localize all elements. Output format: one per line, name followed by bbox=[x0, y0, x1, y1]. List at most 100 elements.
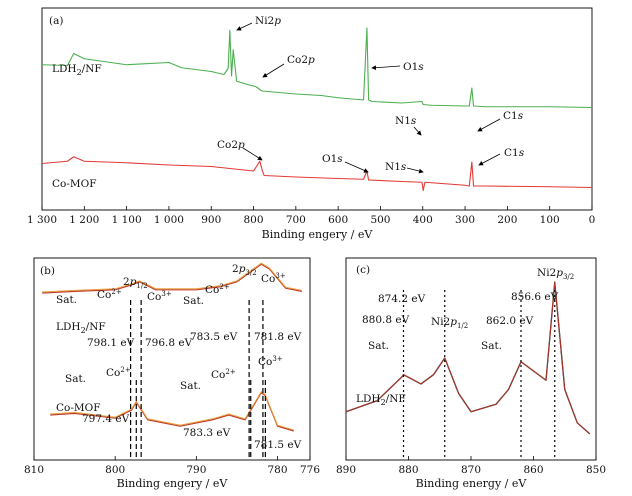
panel-c-annotations: Ni2p3/2 874.2 eV 856.6 eV 880.8 eV Ni2p1… bbox=[356, 267, 574, 407]
panel-b-frame bbox=[33, 257, 311, 461]
panel-a-tick-label-11: 200 bbox=[497, 214, 517, 226]
sat-label-b4: Sat. bbox=[180, 380, 201, 392]
comof-label-b: Co-MOF bbox=[56, 402, 101, 414]
panel-b-tick-label-1: 800 bbox=[105, 464, 125, 476]
panel-c-tick-label-2: 870 bbox=[461, 464, 481, 476]
panel-b-tick-label-0: 810 bbox=[24, 464, 44, 476]
n1s-label-a: N1s bbox=[395, 115, 417, 127]
peak-781-8: 781.8 eV bbox=[254, 331, 302, 343]
panel-a-series-1 bbox=[41, 156, 593, 192]
label-comof-a: Co-MOF bbox=[52, 178, 97, 190]
o1s-arrow-b bbox=[344, 161, 369, 173]
panel-a-tick-label-6: 700 bbox=[286, 214, 306, 226]
panel-b-series-1 bbox=[50, 392, 294, 432]
panel-a-tick-label-8: 500 bbox=[370, 214, 390, 226]
panel-b-peaklines bbox=[130, 300, 266, 458]
ni2p-label: Ni2p bbox=[255, 15, 281, 27]
co2p-arrow-a bbox=[262, 63, 285, 78]
co2plus-b1: Co2+ bbox=[97, 288, 122, 301]
panel-c: (c) 890 880 870 860 850 Binding energy / eV … bbox=[336, 257, 606, 490]
sat-label-c2: Sat. bbox=[481, 340, 502, 352]
c1s-label-a: C1s bbox=[503, 110, 524, 122]
o1s-arrow-a bbox=[371, 65, 401, 71]
label-ldh-a: LDH2/NF bbox=[52, 63, 102, 77]
peak-796-8: 796.8 eV bbox=[145, 337, 193, 349]
co2p-label-a: Co2p bbox=[287, 54, 315, 66]
panel-b-envelope-0 bbox=[42, 262, 302, 293]
co3plus-b3: Co3+ bbox=[258, 355, 283, 368]
panel-a-annotations: LDH2/NF Ni2p Co2p O1s N1s C1s Co-MOF Co2… bbox=[52, 15, 525, 190]
sat-label-b3: Sat. bbox=[65, 373, 86, 385]
panel-a-tick-label-2: 1 100 bbox=[112, 214, 142, 226]
co2plus-b4: Co2+ bbox=[211, 368, 236, 381]
co2plus-b3: Co2+ bbox=[106, 366, 131, 379]
c1s-label-b: C1s bbox=[504, 147, 525, 159]
panel-a-series-0 bbox=[41, 27, 593, 109]
ni2p32-label: Ni2p3/2 bbox=[537, 267, 574, 281]
2p12-label: 2p1/2 bbox=[123, 276, 148, 290]
peak-783-5: 783.5 eV bbox=[190, 331, 238, 343]
peak-781-5: 781.5 eV bbox=[254, 439, 302, 451]
panel-b-series-0 bbox=[42, 263, 302, 294]
panel-a-tick-label-1: 1 200 bbox=[69, 214, 99, 226]
panel-a-tick-label-3: 1 000 bbox=[154, 214, 184, 226]
peak-798-1: 798.1 eV bbox=[87, 337, 135, 349]
2p32-label: 2p3/2 bbox=[232, 263, 257, 277]
panel-a-tick-label-5: 800 bbox=[244, 214, 264, 226]
panel-b-tick-label-4: 776 bbox=[300, 464, 320, 476]
ni2p-arrow bbox=[236, 22, 253, 31]
panel-c-frame bbox=[345, 257, 597, 461]
panel-a-series bbox=[41, 27, 593, 192]
c1s-arrow-a bbox=[477, 118, 501, 132]
panel-b-annotations: Sat. Co2+ 2p1/2 Co3+ Sat. Co2+ 2p3/2 Co3… bbox=[56, 263, 302, 451]
n1s-arrow-a bbox=[413, 126, 422, 136]
ldh-label-c: LDH2/NF bbox=[356, 393, 406, 407]
panel-b-tick-label-3: 780 bbox=[268, 464, 288, 476]
co2p-arrow-b bbox=[242, 147, 263, 161]
n1s-arrow-b bbox=[406, 167, 424, 174]
panel-b-envelope-1 bbox=[50, 391, 294, 431]
panel-a-frame bbox=[41, 7, 593, 211]
panel-c-label: (c) bbox=[356, 264, 370, 276]
peak-862-0: 862.0 eV bbox=[486, 315, 534, 327]
sat-label-c1: Sat. bbox=[368, 340, 389, 352]
o1s-label-a: O1s bbox=[403, 61, 424, 73]
peak-797-4: 797.4 eV bbox=[82, 413, 130, 425]
panel-b-tick-label-2: 790 bbox=[186, 464, 206, 476]
panel-b-label: (b) bbox=[40, 265, 55, 277]
peak-856-6: 856.6 eV bbox=[511, 291, 559, 303]
panel-a-label: (a) bbox=[49, 15, 63, 27]
c1s-arrow-b bbox=[478, 153, 501, 166]
panel-c-tick-label-1: 880 bbox=[398, 464, 418, 476]
panel-b-series bbox=[42, 262, 302, 432]
sat-label-b2: Sat. bbox=[183, 295, 204, 307]
co2plus-b2: Co2+ bbox=[205, 283, 230, 296]
co3plus-b1: Co3+ bbox=[147, 290, 172, 303]
panel-b-xticks: 810 800 790 780 776 bbox=[24, 456, 320, 476]
panel-a-xticks: 1 300 1 200 1 100 1 000 900 800 700 600 500 400 30… bbox=[27, 206, 595, 226]
panel-a-tick-label-4: 900 bbox=[201, 214, 221, 226]
panel-a-tick-label-7: 600 bbox=[328, 214, 348, 226]
panel-a-tick-label-0: 1 300 bbox=[27, 214, 57, 226]
co2p-label-b: Co2p bbox=[217, 139, 245, 151]
ni2p12-label: Ni2p1/2 bbox=[431, 316, 468, 330]
panel-a-tick-label-12: 100 bbox=[540, 214, 560, 226]
n1s-label-b: N1s bbox=[385, 161, 407, 173]
panel-c-xticks: 890 880 870 860 850 bbox=[336, 456, 606, 476]
peak-874-2: 874.2 eV bbox=[378, 293, 426, 305]
panel-c-tick-label-0: 890 bbox=[336, 464, 356, 476]
o1s-label-b: O1s bbox=[322, 153, 343, 165]
panel-c-xlabel: Binding energy / eV bbox=[416, 477, 528, 490]
panel-c-peaklines bbox=[402, 290, 556, 458]
panel-a-tick-label-13: 0 bbox=[589, 214, 596, 226]
peak-783-3: 783.3 eV bbox=[183, 427, 231, 439]
panel-b: (b) 810 800 790 780 776 Binding engery / eV … bbox=[24, 257, 320, 490]
panel-a-xlabel: Binding engery / eV bbox=[262, 228, 374, 241]
panel-c-tick-label-3: 860 bbox=[523, 464, 543, 476]
panel-b-xlabel: Binding engery / eV bbox=[117, 477, 229, 490]
panel-a: (a) 1 300 1 200 1 100 1 000 900 800 700 600 500 4… bbox=[27, 7, 595, 241]
panel-a-tick-label-9: 400 bbox=[413, 214, 433, 226]
panel-c-tick-label-4: 850 bbox=[586, 464, 606, 476]
panel-a-tick-label-10: 300 bbox=[455, 214, 475, 226]
sat-label-b1: Sat. bbox=[56, 294, 77, 306]
